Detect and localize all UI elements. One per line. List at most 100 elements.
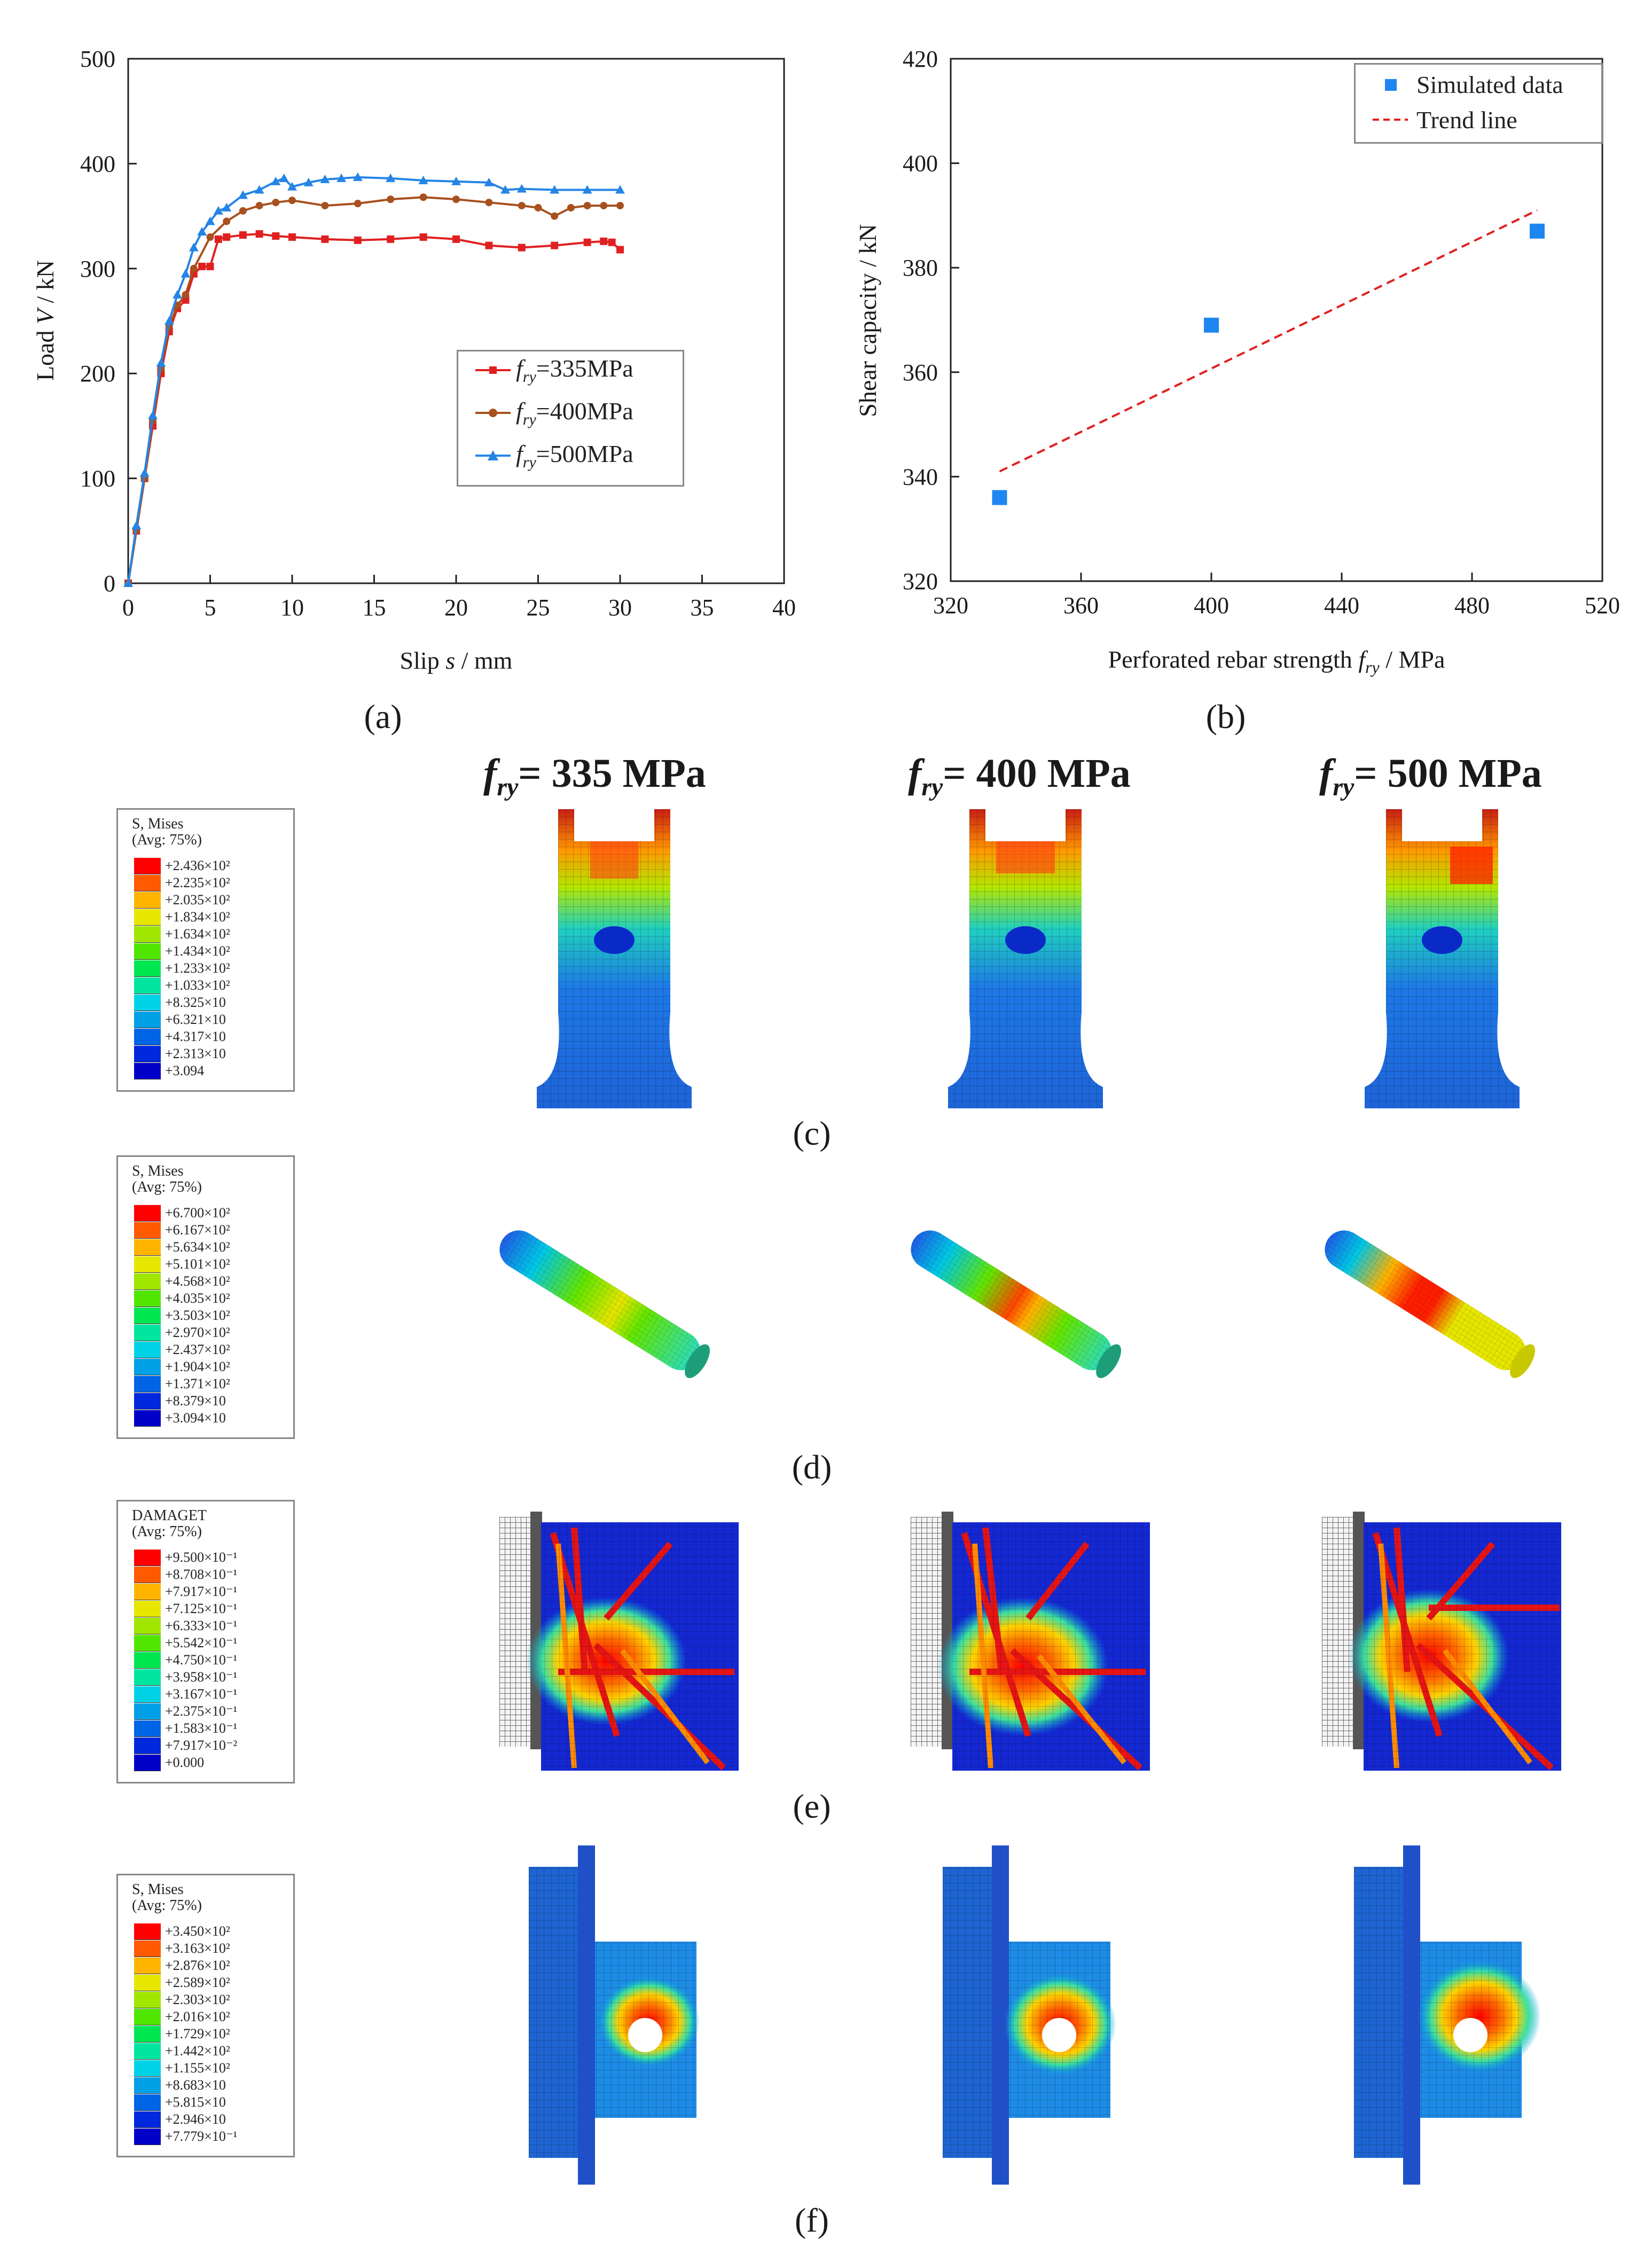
data-point	[139, 468, 150, 477]
contour-legend-f: S, Mises (Avg: 75%) +3.450×10² +3.163×10²…	[116, 1874, 295, 2157]
legend-value: +2.946×10	[165, 2111, 226, 2127]
legend-label: Trend line	[1416, 106, 1517, 134]
legend-row: +2.313×10	[134, 1045, 226, 1062]
data-point	[288, 233, 296, 241]
data-point	[272, 199, 280, 207]
data-point	[616, 201, 624, 209]
legend-row: +8.325×10	[134, 994, 226, 1011]
color-swatch	[134, 1991, 161, 2008]
legend-row: +3.094	[134, 1062, 204, 1079]
color-swatch	[134, 1652, 161, 1669]
data-point	[213, 206, 223, 215]
legend-row: +1.033×10²	[134, 977, 230, 994]
legend-subtitle: (Avg: 75%)	[132, 832, 202, 848]
data-point	[418, 175, 428, 184]
contour-e-400	[911, 1512, 1150, 1771]
color-swatch	[134, 1940, 161, 1957]
legend-title: DAMAGET	[132, 1507, 207, 1524]
data-point	[239, 231, 247, 239]
color-swatch	[134, 1028, 161, 1045]
color-swatch	[134, 1324, 161, 1341]
legend-row: +1.729×10²	[134, 2025, 230, 2043]
color-swatch	[134, 1358, 161, 1375]
contour-c-500	[1365, 809, 1520, 1108]
series-group	[123, 172, 625, 587]
legend-row: +1.904×10²	[134, 1358, 230, 1375]
axis-ticks: 320 360 400 440 480 520 320 340 360 380 400 420	[903, 46, 1620, 619]
y-tick-label: 500	[80, 46, 115, 72]
color-swatch	[134, 1957, 161, 1974]
shear-capacity-chart: 320 360 400 440 480 520 320 340 360 380 400 420 Per…	[854, 46, 1620, 677]
y-tick-label: 380	[903, 255, 938, 281]
legend-title: S, Mises	[132, 816, 184, 832]
data-point	[181, 269, 191, 278]
legend-value: +6.167×10²	[165, 1222, 230, 1238]
data-point	[321, 201, 329, 209]
legend-row: +2.016×10²	[134, 2008, 230, 2025]
contour-d-335	[499, 1230, 710, 1379]
legend-row: +4.568×10²	[134, 1273, 230, 1290]
legend-row: +3.094×10	[134, 1410, 226, 1427]
legend-a: fry=335MPa fry=400MPa fry=500MPa	[457, 350, 684, 487]
data-point	[238, 190, 248, 199]
legend-value: +0.000	[165, 1755, 205, 1770]
legend-value: +2.375×10⁻¹	[165, 1703, 238, 1719]
data-point	[1204, 317, 1219, 333]
data-point	[518, 201, 526, 209]
color-swatch	[134, 2025, 161, 2043]
color-swatch	[134, 2077, 161, 2094]
legend-row: +4.035×10²	[134, 1290, 230, 1307]
data-point	[992, 490, 1007, 505]
data-point	[320, 174, 330, 183]
legend-value: +3.450×10²	[165, 1923, 230, 1939]
legend-value: +1.583×10⁻¹	[165, 1720, 238, 1736]
data-point	[148, 410, 158, 419]
data-point	[197, 227, 207, 236]
data-point	[321, 235, 329, 243]
legend-row: +0.000	[134, 1754, 205, 1771]
panel-label-e: (e)	[793, 1787, 831, 1825]
legend-value: +1.834×10²	[165, 909, 230, 925]
legend-value: +8.708×10⁻¹	[165, 1567, 238, 1582]
data-point	[189, 242, 199, 252]
legend-value: +2.436×10²	[165, 858, 230, 873]
color-swatch	[134, 1634, 161, 1652]
legend-value: +4.568×10²	[165, 1273, 230, 1289]
legend-row: +7.917×10⁻¹	[134, 1583, 237, 1600]
y-tick-label: 300	[80, 256, 115, 282]
data-point	[288, 197, 296, 205]
data-point	[131, 520, 142, 529]
data-point	[255, 230, 263, 238]
legend-value: +5.101×10²	[165, 1256, 230, 1272]
data-point	[123, 578, 133, 587]
legend-row: +2.436×10²	[134, 857, 230, 874]
plot-area	[950, 58, 1603, 582]
legend-value: +4.035×10²	[165, 1290, 230, 1306]
data-point	[223, 217, 231, 225]
legend-row: +1.583×10⁻¹	[134, 1720, 238, 1737]
color-swatch	[134, 977, 161, 994]
y-tick-label: 400	[903, 151, 938, 177]
color-swatch	[134, 926, 161, 943]
x-tick-label: 10	[280, 594, 304, 621]
column-header-335: fry= 335 MPa	[483, 751, 706, 802]
y-tick-label: 200	[80, 361, 115, 387]
legend-row: +2.375×10⁻¹	[134, 1703, 238, 1720]
color-swatch	[134, 1720, 161, 1737]
legend-value: +5.634×10²	[165, 1239, 230, 1255]
data-point	[419, 193, 427, 201]
data-point	[550, 185, 560, 194]
legend-row: +3.163×10²	[134, 1940, 230, 1957]
legend-value: +2.235×10²	[165, 875, 230, 890]
color-swatch	[134, 1392, 161, 1410]
color-swatch	[134, 1011, 161, 1028]
data-point	[239, 207, 247, 215]
legend-subtitle: (Avg: 75%)	[132, 1179, 202, 1195]
data-point	[164, 316, 174, 325]
data-point	[223, 233, 231, 241]
y-tick-label: 400	[80, 151, 115, 177]
legend-value: +7.779×10⁻¹	[165, 2129, 238, 2144]
legend-value: +2.589×10²	[165, 1975, 230, 1990]
legend-row: +5.815×10	[134, 2094, 226, 2111]
